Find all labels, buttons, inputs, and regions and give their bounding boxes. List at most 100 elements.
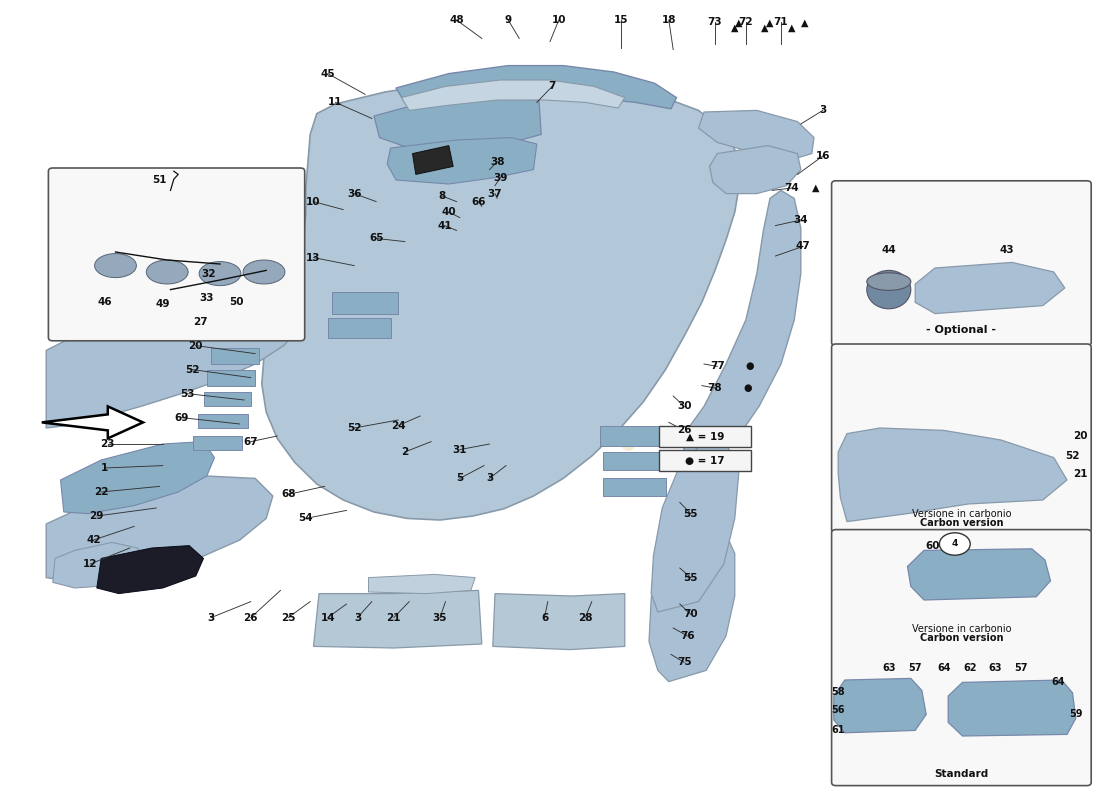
Polygon shape (192, 436, 242, 450)
Text: 77: 77 (710, 362, 725, 371)
Text: 35: 35 (432, 613, 448, 622)
Text: 29: 29 (89, 511, 104, 521)
Text: 73: 73 (707, 18, 723, 27)
Text: 1985: 1985 (569, 403, 641, 461)
Text: 74: 74 (784, 183, 800, 193)
Polygon shape (332, 292, 398, 314)
Text: 25: 25 (280, 613, 296, 622)
Text: 72: 72 (738, 18, 754, 27)
Polygon shape (396, 66, 676, 109)
Text: 39: 39 (493, 173, 508, 182)
Text: 46: 46 (97, 298, 112, 307)
Text: 20: 20 (1072, 431, 1088, 441)
Text: 48: 48 (449, 15, 464, 25)
Text: 67: 67 (243, 437, 258, 446)
Text: 24: 24 (390, 421, 406, 430)
Text: ▲: ▲ (812, 183, 820, 193)
Ellipse shape (199, 262, 241, 286)
Polygon shape (368, 574, 475, 594)
Text: - Optional -: - Optional - (926, 325, 997, 334)
Text: 64: 64 (1052, 677, 1065, 686)
Text: 53: 53 (179, 389, 195, 398)
Ellipse shape (243, 260, 285, 284)
Text: ▲: ▲ (766, 18, 773, 27)
Text: 40: 40 (441, 207, 456, 217)
Text: 55: 55 (683, 509, 698, 518)
Text: 62: 62 (964, 663, 977, 673)
Polygon shape (387, 138, 537, 184)
Text: 56: 56 (832, 706, 845, 715)
Polygon shape (97, 546, 204, 594)
Text: 13: 13 (306, 253, 321, 262)
Text: 42: 42 (86, 535, 101, 545)
Text: 65: 65 (368, 234, 384, 243)
Text: 3: 3 (208, 613, 214, 622)
FancyBboxPatch shape (832, 530, 1091, 786)
Text: 66: 66 (471, 197, 486, 206)
FancyBboxPatch shape (832, 344, 1091, 533)
Polygon shape (649, 514, 735, 682)
Text: 16: 16 (815, 151, 830, 161)
Text: ▲ = 19: ▲ = 19 (686, 432, 724, 442)
Text: 41: 41 (437, 221, 452, 230)
Polygon shape (915, 262, 1065, 314)
Text: ● = 17: ● = 17 (685, 456, 725, 466)
Polygon shape (493, 594, 625, 650)
Polygon shape (710, 146, 801, 194)
FancyBboxPatch shape (48, 168, 305, 341)
Text: 18: 18 (661, 15, 676, 25)
Text: 10: 10 (551, 15, 566, 25)
Polygon shape (204, 392, 251, 406)
Text: partsfan: partsfan (426, 317, 564, 419)
Circle shape (939, 533, 970, 555)
Polygon shape (908, 549, 1050, 600)
Text: 61: 61 (832, 725, 845, 734)
Text: 10: 10 (306, 197, 321, 206)
FancyBboxPatch shape (832, 181, 1091, 346)
Text: 70: 70 (683, 610, 698, 619)
Text: 22: 22 (94, 487, 109, 497)
Text: 34: 34 (793, 215, 808, 225)
Text: 1: 1 (101, 463, 108, 473)
Text: 9: 9 (505, 15, 512, 25)
Ellipse shape (146, 260, 188, 284)
Text: 57: 57 (1014, 663, 1027, 673)
Text: 43: 43 (999, 245, 1014, 254)
Text: 5: 5 (456, 474, 463, 483)
Text: 36: 36 (346, 189, 362, 198)
Text: 63: 63 (989, 663, 1002, 673)
Text: 8: 8 (439, 191, 446, 201)
FancyBboxPatch shape (659, 450, 751, 471)
FancyBboxPatch shape (659, 426, 751, 447)
Text: Versione in carbonio: Versione in carbonio (912, 624, 1011, 634)
Ellipse shape (867, 270, 911, 309)
Polygon shape (211, 348, 258, 364)
Text: 63: 63 (882, 663, 895, 673)
Text: 3: 3 (354, 613, 361, 622)
Text: 64: 64 (937, 663, 950, 673)
Text: 32: 32 (201, 269, 217, 278)
Text: 75: 75 (676, 658, 692, 667)
Polygon shape (603, 478, 666, 496)
Text: 45: 45 (320, 69, 336, 78)
Text: 50: 50 (229, 298, 244, 307)
Text: 15: 15 (614, 15, 629, 25)
Text: 54: 54 (298, 514, 314, 523)
Text: 57: 57 (909, 663, 922, 673)
Text: 38: 38 (490, 157, 505, 166)
Text: 23: 23 (100, 439, 116, 449)
Polygon shape (603, 452, 669, 470)
Text: 76: 76 (680, 631, 695, 641)
Text: ●: ● (744, 383, 752, 393)
Polygon shape (412, 146, 453, 174)
Text: 52: 52 (1065, 451, 1080, 461)
Text: 11: 11 (328, 98, 343, 107)
Text: Standard: Standard (934, 770, 989, 779)
Text: 51: 51 (152, 175, 167, 185)
Text: 6: 6 (541, 613, 548, 622)
Text: 26: 26 (243, 613, 258, 622)
Text: 33: 33 (199, 293, 214, 302)
Text: 27: 27 (192, 317, 208, 326)
Text: ▲: ▲ (761, 23, 768, 33)
Text: ●: ● (746, 362, 755, 371)
